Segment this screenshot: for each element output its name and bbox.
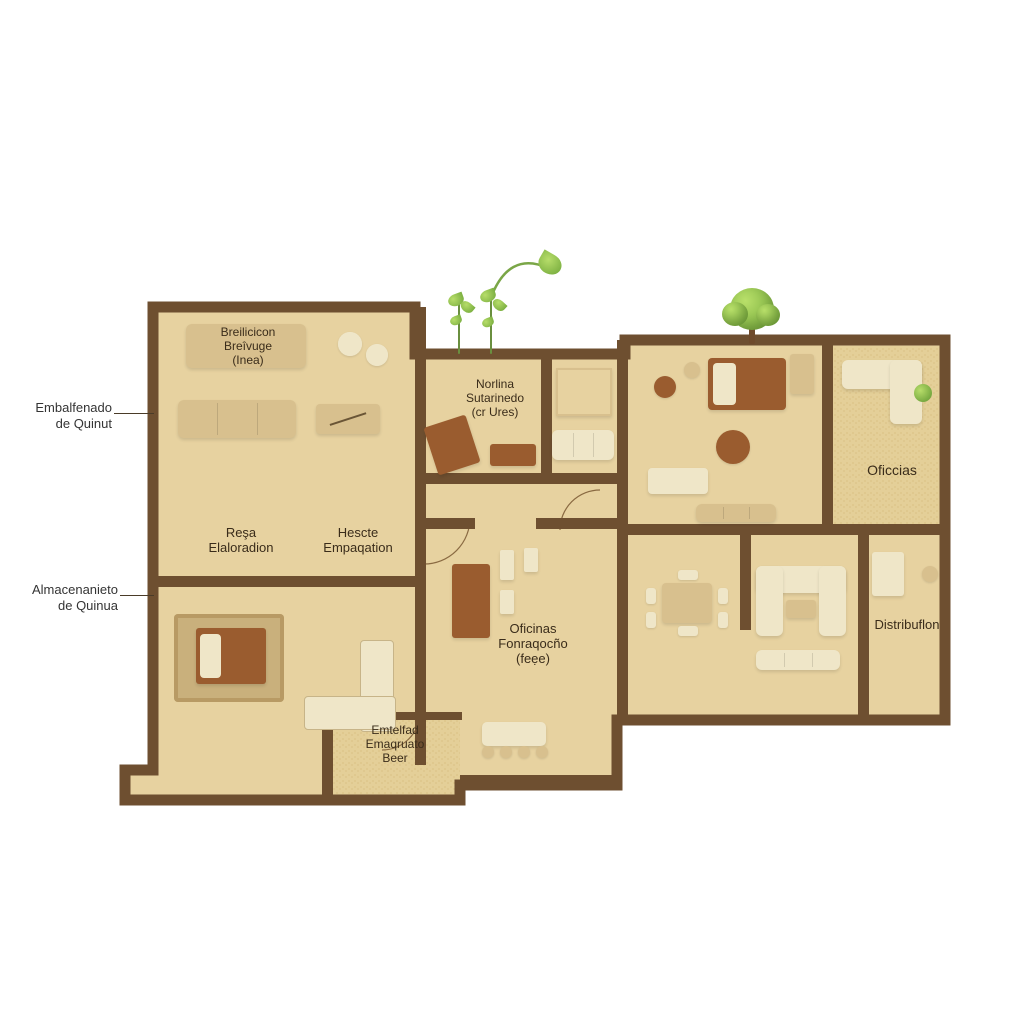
- furn-circle: [922, 566, 938, 582]
- furn-sofa3: [552, 430, 614, 460]
- label-oficcias: Oficcias: [852, 462, 932, 478]
- furn-dining: [648, 572, 726, 634]
- wall-segment: [822, 340, 833, 530]
- furn-table_chairs: [474, 716, 554, 752]
- label-nortina: Norlina Sutarinedo (cr Ures): [450, 378, 540, 419]
- furn-sofa3: [756, 650, 840, 670]
- furn-sofaL: [842, 360, 922, 424]
- furn-rect: [648, 468, 708, 494]
- callout-almacenanieto: Almacenanieto de Quinua: [16, 582, 118, 613]
- furn-rect: [556, 368, 612, 416]
- wall-segment: [415, 518, 475, 529]
- label-hescte: Hescte Empaqation: [308, 526, 408, 556]
- wall-segment: [153, 576, 415, 587]
- furn-rect: [490, 444, 536, 466]
- wall-segment: [740, 530, 751, 630]
- furn-plant: [914, 384, 932, 402]
- label-breticicon: Breilicicon Breîvuge (Inea): [198, 326, 298, 367]
- wall-segment: [625, 524, 945, 535]
- furn-rect: [500, 590, 514, 614]
- label-oficinas-fonaqocto: Oficinas Fonraqocño (feẹe): [478, 622, 588, 667]
- furn-sofa3: [178, 400, 296, 438]
- furn-rect: [790, 354, 814, 394]
- furn-rect: [786, 600, 816, 618]
- furn-rect: [316, 404, 380, 434]
- floorplan-stage: Breilicicon Breîvuge (Inea) Norlina Suta…: [0, 0, 1024, 1024]
- wall-segment: [415, 473, 625, 484]
- furn-circle: [684, 362, 700, 378]
- vine-curve: [490, 263, 548, 300]
- label-resea: Reşa Elaloradion: [196, 526, 286, 556]
- furn-circle: [654, 376, 676, 398]
- wall-segment: [541, 358, 552, 473]
- label-distribution: Distribuflon: [862, 618, 952, 633]
- furn-kitchenL: [304, 640, 394, 730]
- furn-rect: [872, 552, 904, 596]
- furn-rect: [708, 358, 786, 410]
- callout-emblalenado: Embalfenado de Quinut: [24, 400, 112, 431]
- wall-segment: [536, 518, 626, 529]
- callout-line-2: [120, 595, 154, 596]
- furn-sofa3: [696, 504, 776, 522]
- furn-circle: [366, 344, 388, 366]
- furn-circle: [716, 430, 750, 464]
- furn-circle: [338, 332, 362, 356]
- wall-segment: [460, 775, 616, 786]
- callout-line-1: [114, 413, 154, 414]
- label-emtellad: Emtelfad Emaqruato Beer: [340, 724, 450, 765]
- furn-rect: [196, 628, 266, 684]
- wall-segment: [415, 307, 426, 765]
- furn-rect: [500, 550, 514, 580]
- floorplan-svg: [0, 0, 1024, 1024]
- furn-rect: [524, 548, 538, 572]
